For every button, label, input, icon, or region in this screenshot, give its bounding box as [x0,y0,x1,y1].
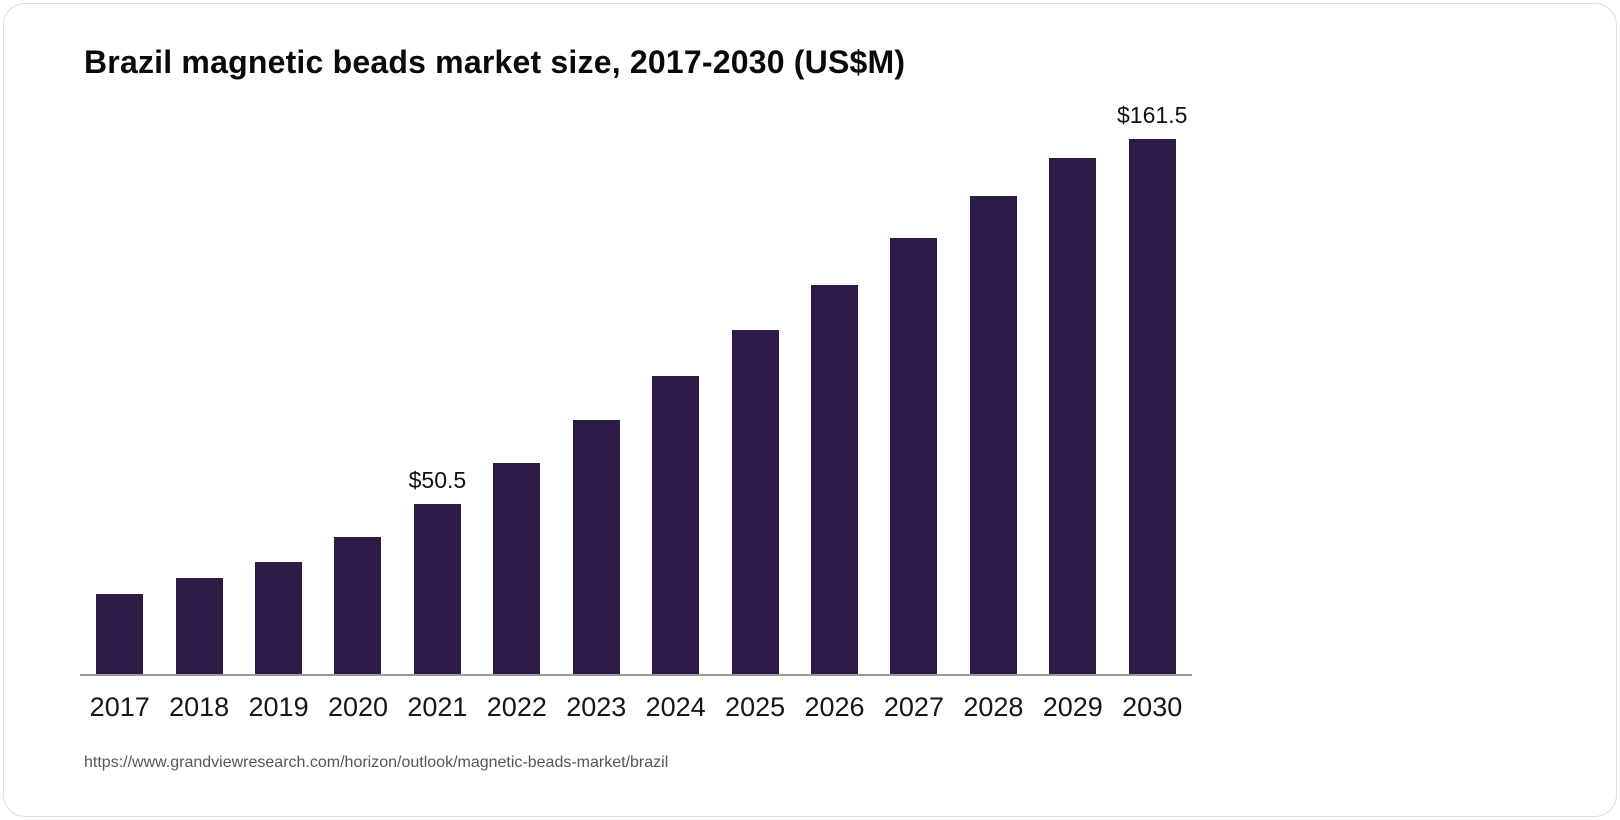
bar [255,562,303,674]
bar [572,419,620,674]
bar-column [715,102,794,674]
x-axis-label: 2020 [327,692,389,722]
bar-column [557,102,636,674]
bar [493,462,541,674]
x-axis-label: 2021 [407,692,468,722]
bar-column: $161.5 [1112,102,1191,674]
bar-column [874,102,953,674]
x-axis-label: 2022 [486,692,547,722]
bar-column [954,102,1033,674]
bar [1128,139,1176,674]
plot: $50.5 $161.5 [80,102,1192,676]
x-axis-labels: 2017 2018 2019 2020 2021 2022 2023 2024 2025 2026… [80,692,1192,723]
bar [652,375,700,674]
bar [731,329,779,674]
bar [96,594,144,674]
bar [413,503,461,674]
bar-column [318,102,397,674]
bar [890,237,938,674]
x-axis-label: 2024 [645,692,706,722]
bar-column [1033,102,1112,674]
x-axis-label: 2023 [566,692,627,722]
bar [969,195,1017,674]
chart-title: Brazil magnetic beads market size, 2017-… [84,44,906,80]
bar-column: $50.5 [398,102,477,674]
bar-chart: $50.5 $161.5 2017 2018 2019 2020 2021 2022 2023… [80,102,1192,723]
x-axis-label: 2025 [725,692,786,722]
x-axis-label: 2019 [248,692,309,722]
bar-column [239,102,318,674]
bar [334,537,382,674]
bar-value-label: $161.5 [1117,102,1188,128]
x-axis-label: 2030 [1122,692,1183,722]
x-axis-label: 2028 [963,692,1024,722]
bar [175,577,223,674]
x-axis-label: 2029 [1042,692,1103,722]
x-axis-label: 2027 [883,692,944,722]
bar-column [80,102,159,674]
bar-value-label: $50.5 [408,466,467,493]
x-axis-label: 2018 [169,692,230,722]
x-axis-label: 2017 [89,692,150,722]
source-url: https://www.grandviewresearch.com/horizo… [84,754,669,771]
bar-column [159,102,238,674]
bar [1049,157,1097,674]
bar-column [795,102,874,674]
x-axis-label: 2026 [804,692,865,722]
chart-card: Brazil magnetic beads market size, 2017-… [3,3,1617,817]
bar [811,284,858,674]
bar-column [636,102,715,674]
bar-column [477,102,556,674]
